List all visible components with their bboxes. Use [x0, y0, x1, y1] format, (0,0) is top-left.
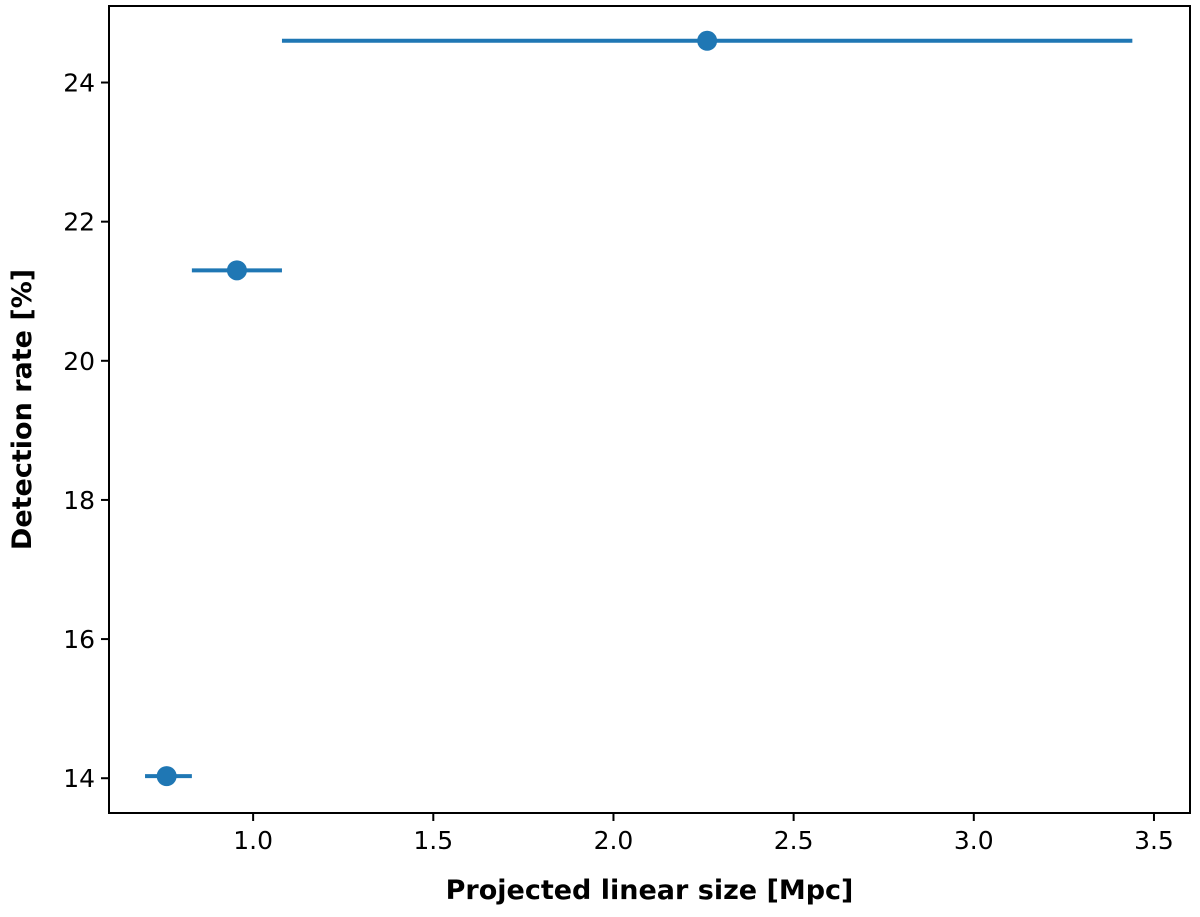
x-tick-label: 2.0 [594, 826, 634, 855]
x-tick-label: 3.5 [1134, 826, 1174, 855]
y-axis: 14 16 18 20 22 24 [63, 69, 109, 793]
y-tick-label: 24 [63, 69, 95, 98]
plot-frame [108, 5, 1191, 814]
x-tick-label: 1.5 [413, 826, 453, 855]
y-tick-label: 14 [63, 764, 95, 793]
y-tick-label: 22 [63, 208, 95, 237]
x-tick-label: 2.5 [774, 826, 814, 855]
y-tick-label: 16 [63, 625, 95, 654]
y-tick-label: 18 [63, 486, 95, 515]
x-tick-label: 3.0 [954, 826, 994, 855]
data-point [156, 766, 177, 787]
x-tick-label: 1.0 [233, 826, 273, 855]
data-point [697, 30, 718, 51]
data-marks [145, 30, 1133, 787]
y-axis-title: Detection rate [%] [7, 269, 38, 550]
x-axis: 1.0 1.5 2.0 2.5 3.0 3.5 [233, 813, 1174, 855]
data-point [226, 260, 247, 281]
x-axis-title: Projected linear size [Mpc] [446, 875, 854, 906]
y-tick-label: 20 [63, 347, 95, 376]
